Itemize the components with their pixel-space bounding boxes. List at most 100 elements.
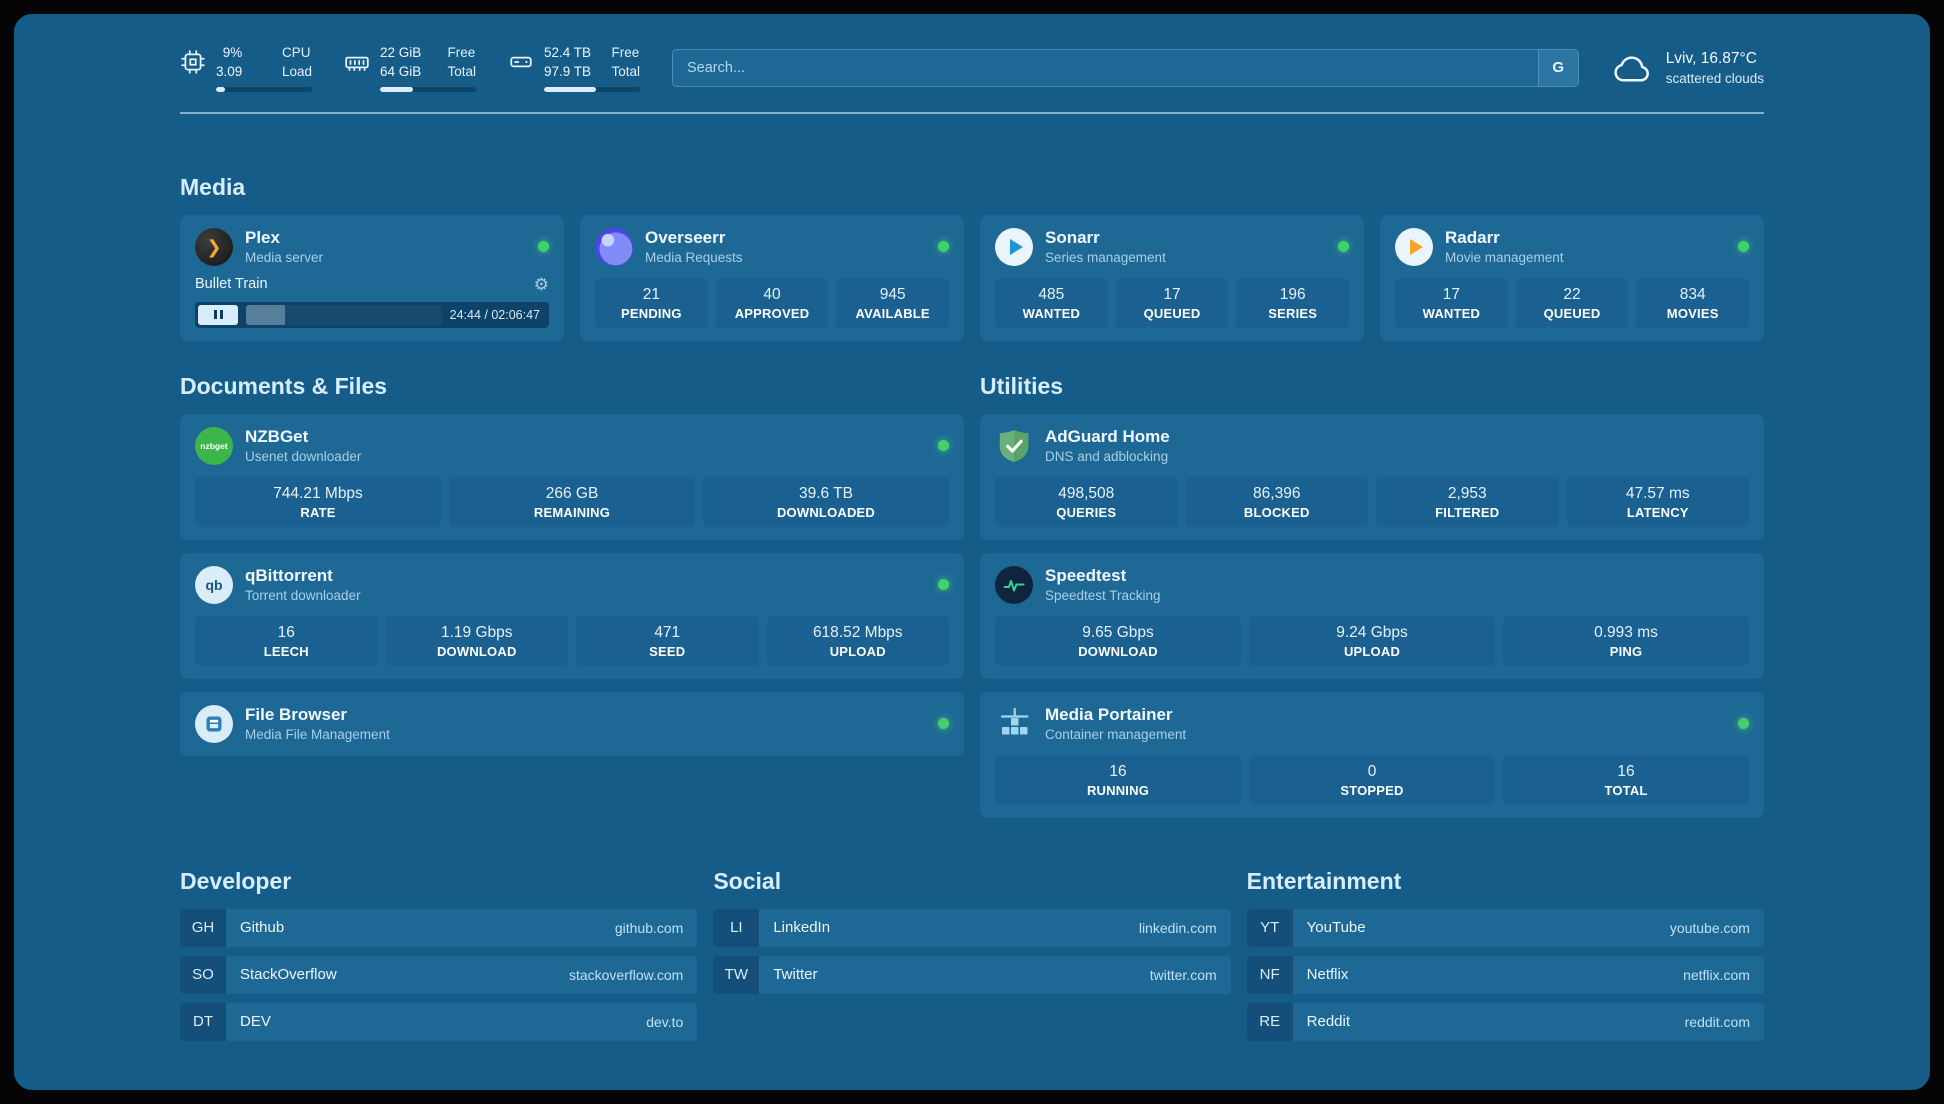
bookmark-name: DEV <box>240 1013 271 1031</box>
stat-box: 22 QUEUED <box>1515 277 1629 328</box>
nzbget-icon: nzbget <box>195 426 233 465</box>
sonarr-icon <box>995 227 1033 266</box>
search-engine-button[interactable]: G <box>1537 49 1578 86</box>
bookmark-dev[interactable]: DT DEV dev.to <box>180 1002 698 1041</box>
filebrowser-card[interactable]: File Browser Media File Management <box>180 691 964 756</box>
bookmark-netflix[interactable]: NF Netflix netflix.com <box>1246 955 1764 994</box>
cpu-usage-value: 9% <box>222 45 243 60</box>
ram-icon <box>345 56 369 71</box>
search-input[interactable] <box>673 49 1538 86</box>
stat-box: 266 GB REMAINING <box>449 476 695 527</box>
gear-icon[interactable]: ⚙ <box>533 274 549 294</box>
stat-box: 485 WANTED <box>995 277 1108 328</box>
bookmark-stackoverflow[interactable]: SO StackOverflow stackoverflow.com <box>180 955 698 994</box>
speedtest-card[interactable]: Speedtest Speedtest Tracking 9.65 Gbps DO… <box>980 552 1764 679</box>
app-subtitle: Torrent downloader <box>245 588 361 604</box>
stat-box: 9.24 Gbps UPLOAD <box>1249 615 1495 666</box>
bookmark-abbr: RE <box>1246 1002 1293 1041</box>
app-subtitle: Usenet downloader <box>245 449 362 465</box>
ram-progress-fill <box>380 86 413 92</box>
playback-progress-fill <box>246 304 286 325</box>
stat-box: 21 PENDING <box>595 277 708 328</box>
bookmark-youtube[interactable]: YT YouTube youtube.com <box>1246 908 1764 947</box>
pause-button[interactable] <box>198 304 238 325</box>
cpu-progress-fill <box>216 86 225 92</box>
header-divider <box>180 111 1764 114</box>
app-subtitle: DNS and adblocking <box>1045 449 1169 465</box>
radarr-icon <box>1395 227 1433 266</box>
stat-box: 16 TOTAL <box>1503 754 1749 805</box>
stat-box: 618.52 Mbps UPLOAD <box>766 615 949 666</box>
nzbget-card[interactable]: nzbget NZBGet Usenet downloader 744.21 M… <box>180 413 964 540</box>
bookmark-abbr: GH <box>180 908 226 947</box>
status-indicator <box>938 440 949 452</box>
bookmark-name: LinkedIn <box>773 919 831 937</box>
stat-box: 16 RUNNING <box>995 754 1241 805</box>
stat-box: 16 LEECH <box>195 615 378 666</box>
stat-box: 9.65 Gbps DOWNLOAD <box>995 615 1241 666</box>
bookmark-abbr: TW <box>713 955 760 994</box>
stat-box: 744.21 Mbps RATE <box>195 476 441 527</box>
overseerr-card[interactable]: Overseerr Media Requests 21 PENDING 40 APP… <box>580 214 964 341</box>
weather-widget[interactable]: Lviv, 16.87°C scattered clouds <box>1611 50 1764 86</box>
disk-free-value: 52.4 TB <box>544 45 592 60</box>
overseerr-icon <box>595 227 633 266</box>
app-name: qBittorrent <box>245 566 333 586</box>
portainer-crane-icon <box>995 705 1033 743</box>
bookmark-twitter[interactable]: TW Twitter twitter.com <box>713 955 1231 994</box>
bookmark-abbr: LI <box>713 908 760 947</box>
playback-progress-bar[interactable] <box>246 304 442 325</box>
status-indicator <box>538 241 549 253</box>
bookmark-url: youtube.com <box>1669 919 1750 936</box>
stat-box: 471 SEED <box>576 615 759 666</box>
bookmark-name: StackOverflow <box>240 966 337 984</box>
weather-condition: scattered clouds <box>1665 70 1764 86</box>
app-name: Media Portainer <box>1045 705 1173 725</box>
bookmark-github[interactable]: GH Github github.com <box>180 908 698 947</box>
status-indicator <box>938 718 949 730</box>
disk-icon <box>510 56 532 68</box>
bookmark-reddit[interactable]: RE Reddit reddit.com <box>1246 1002 1764 1041</box>
app-name: Sonarr <box>1045 228 1100 248</box>
ram-label-bottom: Total <box>447 63 476 79</box>
playback-time: 24:44 / 02:06:47 <box>449 307 540 322</box>
app-subtitle: Movie management <box>1445 250 1564 266</box>
bookmark-group-entertainment: Entertainment YT YouTube youtube.com NF … <box>1246 867 1764 1041</box>
section-utilities: Utilities AdGu <box>980 373 1764 818</box>
adguard-card[interactable]: AdGuard Home DNS and adblocking 498,508 Q… <box>980 413 1764 540</box>
sonarr-card[interactable]: Sonarr Series management 485 WANTED 17 QUE… <box>980 214 1364 341</box>
cpu-load-value: 3.09 <box>216 63 243 79</box>
disk-widget: 52.4 TB 97.9 TB Free Total <box>508 44 640 92</box>
stat-box: 1.19 Gbps DOWNLOAD <box>385 615 568 666</box>
bookmark-group-title: Entertainment <box>1246 867 1402 894</box>
bookmark-url: stackoverflow.com <box>568 966 684 983</box>
app-name: NZBGet <box>245 427 309 447</box>
speedtest-icon <box>995 565 1033 604</box>
portainer-card[interactable]: Media Portainer Container management 16 R… <box>980 691 1764 818</box>
bookmark-abbr: SO <box>180 955 226 994</box>
qbittorrent-card[interactable]: qb qBittorrent Torrent downloader 16 LEEC… <box>180 552 964 679</box>
app-name: Speedtest <box>1045 566 1127 586</box>
ram-progress-bar <box>380 86 476 92</box>
plex-card[interactable]: ❯ Plex Media server Bullet Train ⚙ <box>180 214 564 341</box>
stat-box: 86,396 BLOCKED <box>1185 476 1368 527</box>
bookmarks-area: Developer GH Github github.com SO StackO… <box>180 868 1764 1041</box>
app-subtitle: Media Requests <box>645 250 743 266</box>
ram-total-value: 64 GiB <box>380 63 422 79</box>
stat-box: 2,953 FILTERED <box>1376 476 1559 527</box>
disk-progress-fill <box>544 86 596 92</box>
bookmark-linkedin[interactable]: LI LinkedIn linkedin.com <box>713 908 1231 947</box>
dashboard: 9% 3.09 CPU Load <box>14 14 1930 1090</box>
radarr-card[interactable]: Radarr Movie management 17 WANTED 22 QUEUE… <box>1380 214 1764 341</box>
bookmark-name: Netflix <box>1306 966 1349 984</box>
cpu-label-top: CPU <box>281 45 311 60</box>
section-documents: Documents & Files nzbget NZBGet Usenet d… <box>180 373 964 818</box>
app-subtitle: Media server <box>245 250 324 266</box>
status-indicator <box>1738 241 1749 253</box>
search-bar: G <box>672 48 1579 87</box>
bookmark-url: linkedin.com <box>1138 919 1217 936</box>
status-indicator <box>938 241 949 253</box>
stat-box: 0 STOPPED <box>1249 754 1495 805</box>
stat-box: 498,508 QUERIES <box>995 476 1178 527</box>
stat-box: 945 AVAILABLE <box>836 277 950 328</box>
